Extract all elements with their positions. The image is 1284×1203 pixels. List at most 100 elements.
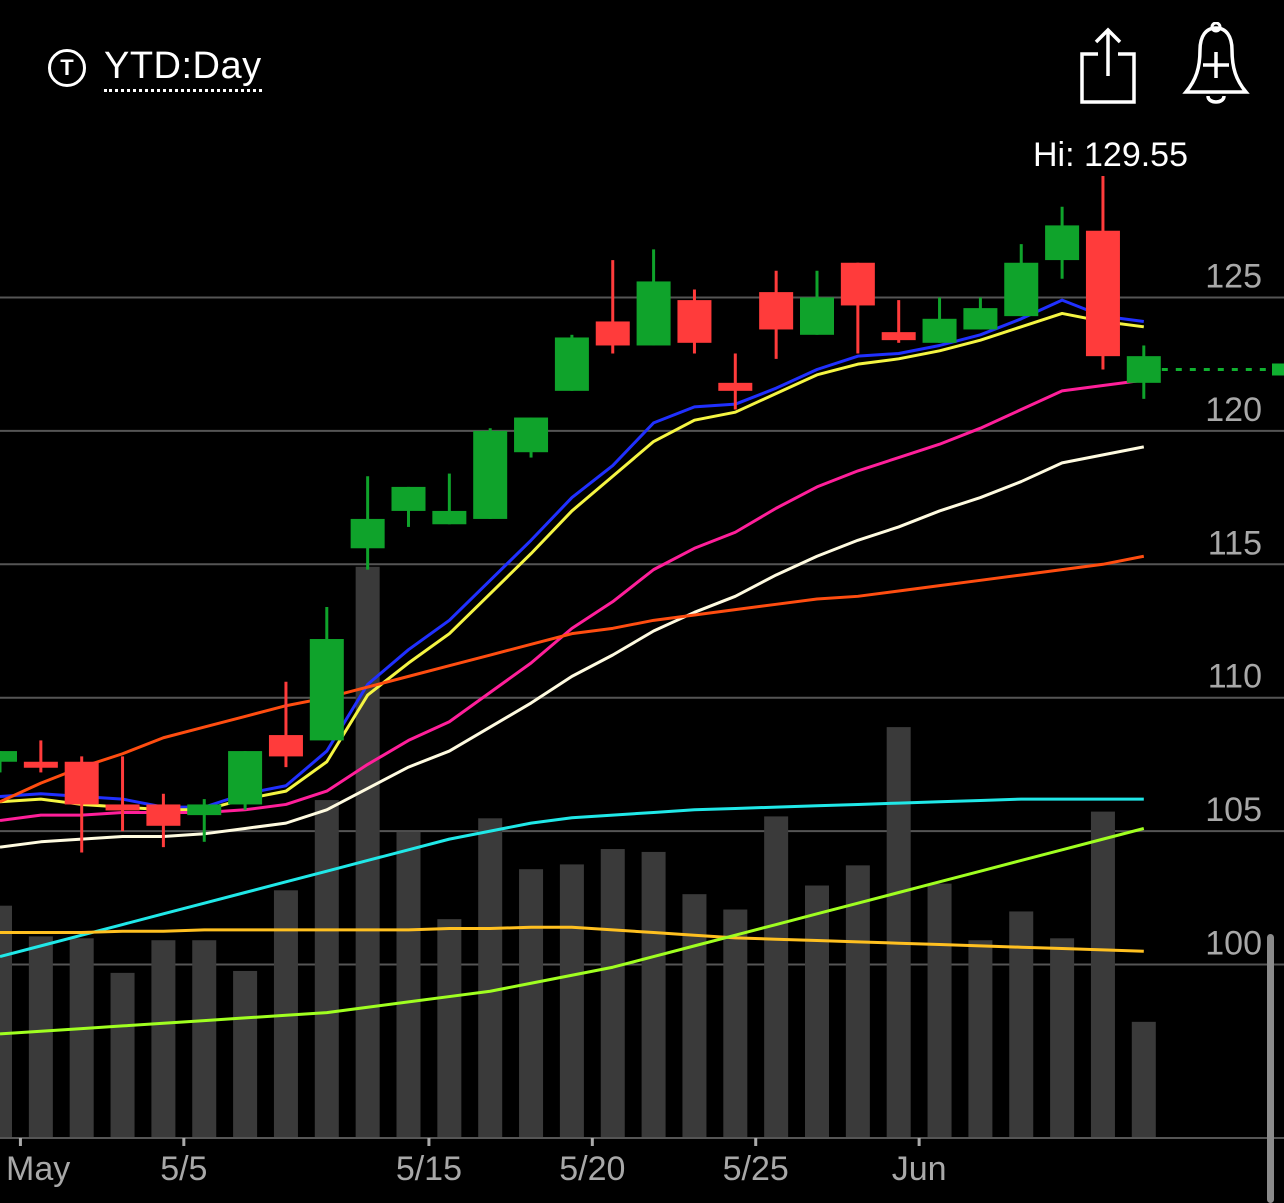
candle <box>718 353 753 410</box>
volume-bar <box>110 972 135 1138</box>
add-alert-bell-icon <box>1182 21 1250 104</box>
candle <box>922 297 957 343</box>
volume-bar <box>355 566 380 1138</box>
volume-bar <box>886 727 911 1138</box>
time-range-selector[interactable]: T YTD:Day <box>48 40 262 96</box>
candle <box>473 428 508 519</box>
volume-bar <box>478 818 503 1138</box>
candlesticks <box>0 176 1161 853</box>
candle-body <box>554 337 589 391</box>
candle-body <box>432 510 467 525</box>
moving-average-line-3 <box>0 378 1144 822</box>
candle <box>514 417 549 458</box>
volume-bar <box>559 864 584 1138</box>
share-button[interactable] <box>1074 24 1142 108</box>
moving-average-line-7 <box>0 925 1144 953</box>
candle <box>350 476 385 570</box>
candle <box>146 793 181 848</box>
candle <box>309 606 344 741</box>
x-axis: May 5/5 5/15 5/20 5/25 Jun <box>0 1137 1284 1188</box>
candle-body <box>1085 230 1120 357</box>
candle <box>432 473 467 525</box>
candle <box>1004 244 1039 317</box>
candle <box>187 799 222 842</box>
volume-bar <box>28 936 53 1138</box>
y-tick-label-120: 120 <box>1205 391 1262 429</box>
volume-bar <box>968 940 993 1138</box>
volume-bar <box>682 894 707 1138</box>
candle <box>391 486 426 527</box>
candle <box>840 262 875 354</box>
candle-body <box>514 417 549 453</box>
candle-body <box>963 308 998 330</box>
share-icon <box>1080 27 1136 104</box>
y-axis-labels: 100 105 110 115 120 125 <box>1205 257 1262 962</box>
last-price-line <box>1161 363 1284 376</box>
moving-average-line-4 <box>0 445 1145 849</box>
candle <box>23 740 58 773</box>
volume-bar <box>600 849 625 1138</box>
candle <box>64 756 99 853</box>
volume-bars <box>0 566 1156 1138</box>
high-price-label: Hi: 129.55 <box>1033 136 1188 174</box>
candle <box>881 300 916 343</box>
candle-body <box>187 804 222 816</box>
candle <box>0 751 17 773</box>
candle-body <box>0 751 17 762</box>
volume-bar <box>192 940 217 1138</box>
candle <box>268 681 303 768</box>
last-price-marker <box>1272 363 1284 376</box>
y-tick-label-100: 100 <box>1205 925 1262 963</box>
candle <box>105 756 140 832</box>
x-tick-label: Jun <box>892 1150 947 1188</box>
candle <box>1126 345 1161 399</box>
moving-average-line-5 <box>0 554 1145 804</box>
time-range-label: YTD:Day <box>104 45 262 92</box>
candle-body <box>595 321 630 346</box>
volume-bar <box>764 816 789 1138</box>
volume-bar <box>1009 911 1034 1138</box>
y-tick-label-105: 105 <box>1205 791 1262 829</box>
volume-bar <box>519 869 544 1138</box>
add-alert-button[interactable] <box>1178 21 1254 110</box>
candle-body <box>840 262 875 306</box>
volume-bar <box>805 885 829 1138</box>
volume-bar <box>233 970 258 1138</box>
candle-body <box>473 430 508 519</box>
volume-bar <box>1050 938 1075 1138</box>
candle-body <box>1126 356 1161 383</box>
x-tick-label: 5/15 <box>396 1150 462 1188</box>
volume-bar <box>69 938 94 1138</box>
candle-body <box>677 300 712 343</box>
candle-body <box>922 318 957 343</box>
candle <box>1085 176 1120 370</box>
vertical-scrollbar[interactable] <box>1267 934 1274 1203</box>
x-tick-label: 5/20 <box>559 1150 625 1188</box>
x-tick-label: May <box>6 1150 70 1188</box>
y-tick-label-125: 125 <box>1205 257 1262 295</box>
candle-body <box>391 486 426 511</box>
candle <box>800 270 834 335</box>
volume-bar <box>314 800 339 1138</box>
moving-average-line-8 <box>0 827 1145 1036</box>
candle-body <box>268 735 303 757</box>
candle <box>595 260 630 354</box>
candle-body <box>105 804 140 811</box>
volume-bar <box>723 909 748 1138</box>
x-tick-label: 5/25 <box>723 1150 789 1188</box>
time-range-icon: T <box>48 49 86 87</box>
candle-body <box>1045 225 1080 261</box>
candle-body <box>800 297 834 335</box>
candle <box>554 334 589 391</box>
candle-body <box>759 292 794 330</box>
volume-bar <box>437 919 462 1138</box>
candle-body <box>309 639 344 741</box>
moving-average-line-6 <box>0 797 1144 958</box>
candle-body <box>350 518 385 549</box>
candle-body <box>881 332 916 341</box>
candle-body <box>23 761 58 768</box>
candle <box>677 289 712 354</box>
candle <box>228 751 263 810</box>
volume-bar <box>396 831 421 1138</box>
